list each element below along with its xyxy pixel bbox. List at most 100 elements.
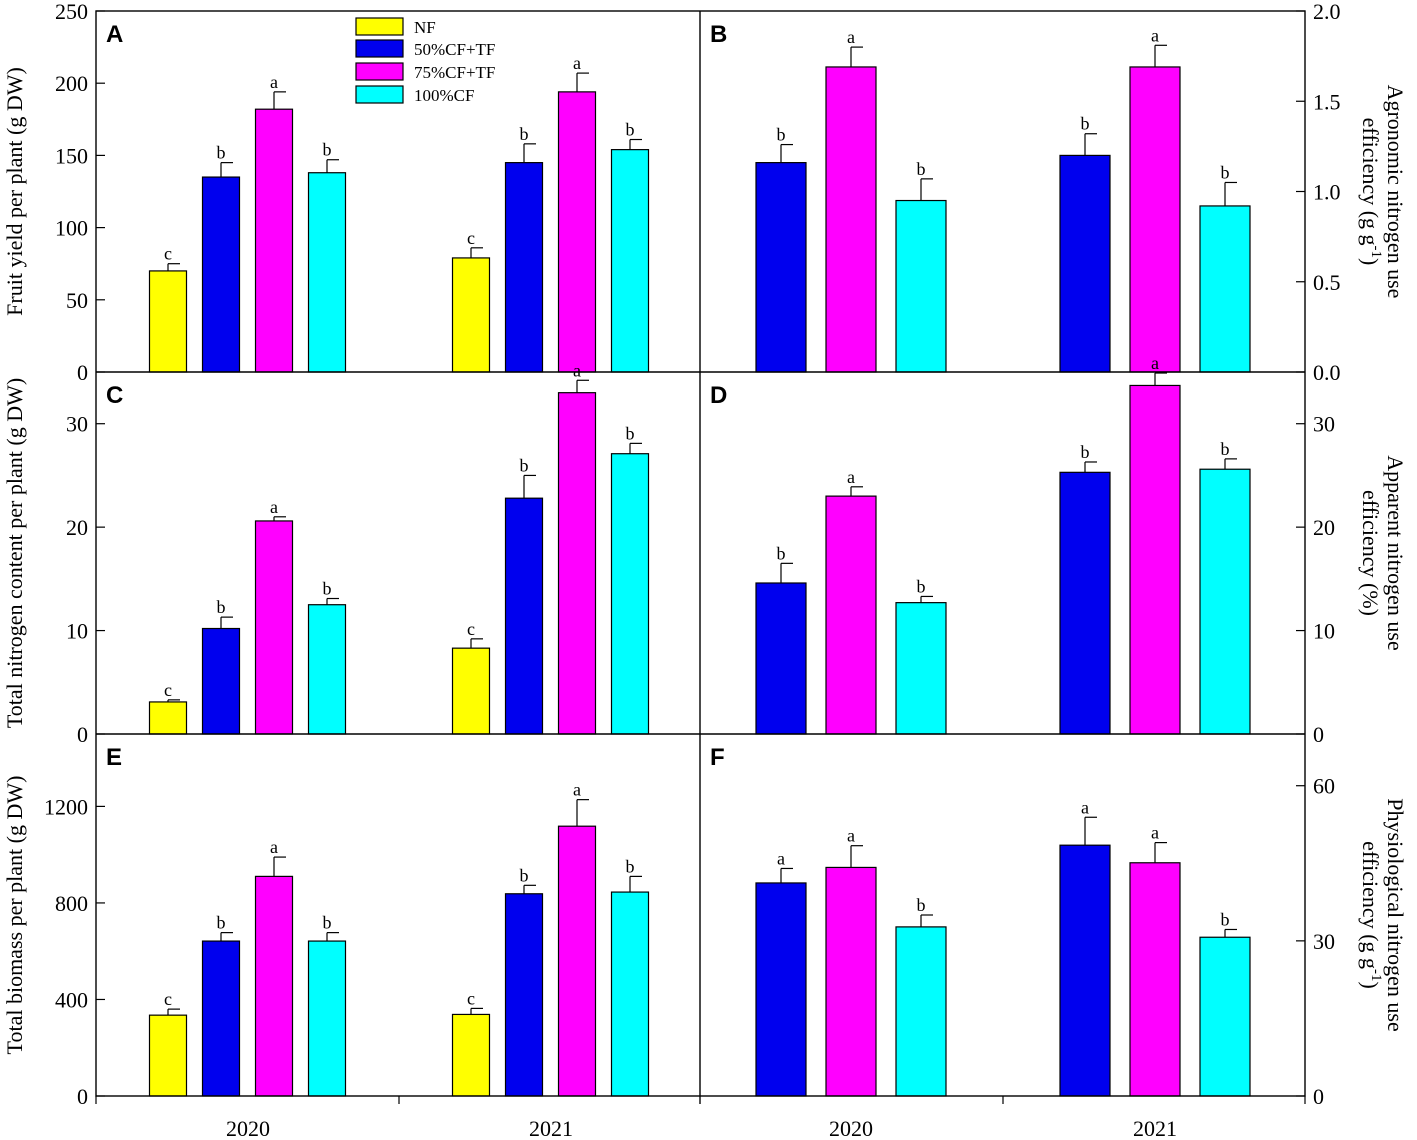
y-tick-label: 250 (55, 0, 88, 24)
significance-label: b (1221, 909, 1230, 929)
legend-label: 50%CF+TF (414, 40, 495, 59)
y-tick-label: 0 (1313, 1084, 1324, 1109)
bar-F-75%CF+TF-2020 (825, 866, 877, 1097)
significance-label: b (777, 125, 786, 145)
significance-label: a (1151, 353, 1159, 373)
bar-A-75%CF+TF-2020 (254, 108, 294, 373)
bar-C-NF-2021 (451, 647, 491, 735)
legend-label: NF (414, 18, 436, 37)
y-axis-title-E: Total biomass per plant (g DW) (2, 776, 27, 1055)
significance-label: c (164, 244, 172, 264)
significance-label: b (520, 455, 529, 475)
panel-letter-C: C (106, 382, 123, 409)
significance-label: b (520, 124, 529, 144)
panel-B: b b a a b b (755, 25, 1251, 373)
x-tick-label-2021: 2021 (1133, 1116, 1177, 1140)
significance-label: a (573, 53, 581, 73)
y-axis-title-B: efficiency (g g-1) (1358, 118, 1384, 266)
bar-B-50%CF+TF-2020 (755, 162, 807, 373)
x-axis: 2020 2021 2020 2021 (95, 1096, 1306, 1140)
panel-letter-E: E (106, 744, 122, 771)
y-axis-E: 0 400 800 1200 Total biomass per plant (g DW… (2, 776, 105, 1109)
bar-D-75%CF+TF-2021 (1129, 384, 1181, 735)
bar-C-100%CF-2021 (610, 453, 650, 735)
significance-label: a (573, 360, 581, 380)
bar-E-50%CF+TF-2021 (504, 893, 544, 1097)
y-axis-title-B: Agronomic nitrogen use (1383, 85, 1408, 299)
panel-A: c c b b a a b b (148, 53, 650, 373)
significance-label: a (847, 467, 855, 487)
significance-label: b (917, 159, 926, 179)
y-tick-label: 10 (1313, 619, 1335, 644)
bar-B-100%CF-2020 (895, 199, 947, 373)
bar-B-75%CF+TF-2020 (825, 66, 877, 373)
frame (95, 10, 1306, 1097)
significance-label: a (573, 780, 581, 800)
y-tick-label: 800 (55, 891, 88, 916)
bar-A-50%CF+TF-2021 (504, 162, 544, 373)
significance-label: a (1081, 797, 1089, 817)
bar-F-75%CF+TF-2021 (1129, 862, 1181, 1097)
significance-label: b (323, 140, 332, 160)
panel-C: c c b b a a b b (148, 360, 650, 735)
y-tick-label: 30 (1313, 412, 1335, 437)
bar-D-50%CF+TF-2020 (755, 582, 807, 735)
y-tick-label: 10 (66, 619, 88, 644)
y-tick-label: 50 (66, 288, 88, 313)
y-tick-label: 150 (55, 143, 88, 168)
bar-E-75%CF+TF-2020 (254, 875, 294, 1097)
significance-label: c (164, 680, 172, 700)
y-axis-C: 0 10 20 30 Total nitrogen content per plant … (2, 378, 105, 747)
bar-E-100%CF-2020 (307, 940, 347, 1097)
y-tick-label: 1.5 (1313, 89, 1341, 114)
bar-D-75%CF+TF-2020 (825, 495, 877, 735)
y-tick-label: 400 (55, 987, 88, 1012)
y-tick-label: 30 (1313, 929, 1335, 954)
panel-letter-A: A (106, 21, 123, 48)
x-tick-label-2020: 2020 (829, 1116, 873, 1140)
bar-A-100%CF-2021 (610, 149, 650, 373)
significance-label: b (217, 913, 226, 933)
legend-swatch (355, 62, 404, 81)
y-axis-title-C: Total nitrogen content per plant (g DW) (2, 378, 27, 728)
bar-B-75%CF+TF-2021 (1129, 66, 1181, 373)
y-tick-label: 1.0 (1313, 180, 1341, 205)
panel-letter-F: F (710, 744, 725, 771)
bar-E-75%CF+TF-2021 (557, 825, 597, 1097)
significance-label: a (270, 72, 278, 92)
bar-C-50%CF+TF-2021 (504, 497, 544, 735)
y-axis-title-D: efficiency (%) (1358, 490, 1383, 616)
bar-C-75%CF+TF-2021 (557, 392, 597, 735)
bar-A-50%CF+TF-2020 (201, 176, 241, 373)
bar-A-NF-2021 (451, 257, 491, 373)
legend-swatch (355, 85, 404, 104)
bar-E-NF-2020 (148, 1014, 188, 1097)
panel-letter-D: D (710, 382, 727, 409)
y-tick-label: 0.0 (1313, 360, 1341, 385)
significance-label: a (777, 848, 785, 868)
legend-label: 100%CF (414, 86, 474, 105)
bar-B-100%CF-2021 (1199, 205, 1251, 373)
bar-F-100%CF-2021 (1199, 936, 1251, 1097)
y-tick-label: 200 (55, 71, 88, 96)
significance-label: b (626, 423, 635, 443)
bar-D-100%CF-2020 (895, 602, 947, 735)
y-tick-label: 30 (66, 412, 88, 437)
y-axis-F: 0 30 60 Physiological nitrogen useefficienc… (1296, 774, 1408, 1109)
significance-label: c (467, 228, 475, 248)
significance-label: b (217, 143, 226, 163)
legend: NF 50%CF+TF 75%CF+TF 100%CF (355, 17, 495, 105)
y-tick-label: 100 (55, 216, 88, 241)
legend-label: 75%CF+TF (414, 63, 495, 82)
y-axis-title-D: Apparent nitrogen use (1383, 455, 1408, 651)
bar-E-100%CF-2021 (610, 891, 650, 1097)
y-tick-label: 20 (1313, 515, 1335, 540)
y-tick-label: 0 (1313, 722, 1324, 747)
bar-D-100%CF-2021 (1199, 468, 1251, 735)
panel-letter-B: B (710, 21, 727, 48)
significance-label: b (626, 856, 635, 876)
significance-label: c (467, 988, 475, 1008)
y-tick-label: 1200 (44, 794, 88, 819)
